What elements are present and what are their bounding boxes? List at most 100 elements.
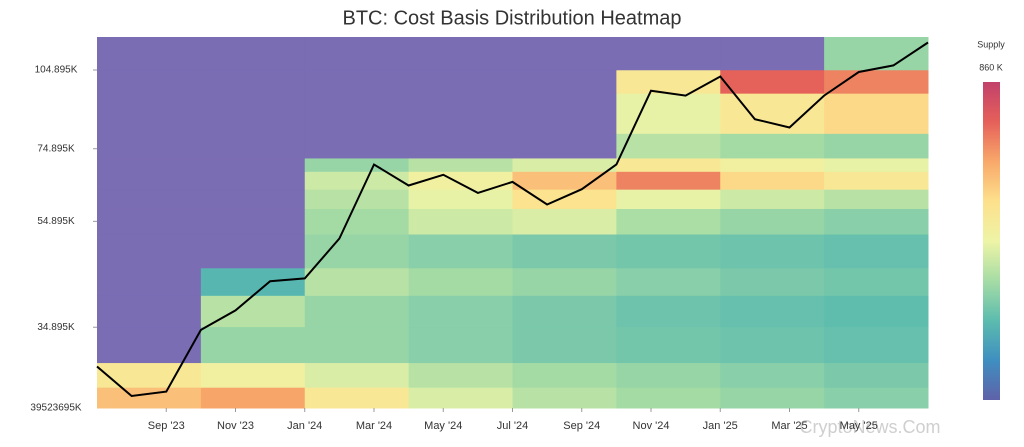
y-tick-label: 54.895K xyxy=(37,216,75,227)
heat-cell xyxy=(408,234,513,269)
heat-cell xyxy=(616,37,721,71)
heat-cell xyxy=(200,234,306,269)
x-tick-label: Jan '25 xyxy=(703,420,738,432)
x-tick-label: Jan '24 xyxy=(287,420,322,432)
heat-cell xyxy=(512,69,617,94)
x-tick-label: Nov '24 xyxy=(633,420,670,432)
heat-cell xyxy=(720,326,825,364)
heat-cell xyxy=(616,93,721,134)
price-line xyxy=(96,41,929,398)
heat-cell xyxy=(720,69,825,94)
heat-cell xyxy=(200,387,306,409)
heat-cell xyxy=(97,208,202,235)
heat-cell xyxy=(304,37,410,71)
heat-cell xyxy=(720,387,825,409)
heat-cell xyxy=(512,157,617,172)
y-tick-label: 34.895K xyxy=(37,322,75,333)
y-tick-label: 74.895K xyxy=(37,143,75,154)
heat-cell xyxy=(720,234,825,269)
heat-cell xyxy=(408,171,513,190)
heat-cell xyxy=(97,93,202,134)
heat-cell xyxy=(720,171,825,190)
heat-cell xyxy=(824,234,929,269)
x-tick-label: May '25 xyxy=(840,420,878,432)
heat-cell xyxy=(616,267,721,296)
heat-cell xyxy=(304,157,410,172)
heat-cell xyxy=(304,171,410,190)
heat-cell xyxy=(512,208,617,235)
heat-cell xyxy=(824,387,929,409)
heat-cell xyxy=(200,157,306,172)
x-tick-label: May '24 xyxy=(424,420,462,432)
heat-cell xyxy=(720,93,825,134)
heat-cell xyxy=(720,295,825,328)
heat-cell xyxy=(824,326,929,364)
heat-cell xyxy=(97,362,202,388)
heat-cell xyxy=(97,157,202,172)
heat-cell xyxy=(616,326,721,364)
heat-cell xyxy=(824,157,929,172)
heat-cell xyxy=(824,171,929,190)
heat-cell xyxy=(304,69,410,94)
heat-cell xyxy=(408,267,513,296)
heat-cell xyxy=(408,387,513,409)
heatmap xyxy=(97,37,929,409)
heat-cell xyxy=(304,362,410,388)
y-bottom-label: 39523695K xyxy=(30,403,81,414)
heat-cell xyxy=(97,326,202,364)
heat-cell xyxy=(200,37,306,71)
heat-cell xyxy=(200,133,306,159)
heat-cell xyxy=(824,69,929,94)
heat-cell xyxy=(720,208,825,235)
heat-cell xyxy=(304,208,410,235)
heat-cell xyxy=(408,362,513,388)
heat-cell xyxy=(616,69,721,94)
heat-cell xyxy=(824,362,929,388)
heat-cell xyxy=(720,362,825,388)
heat-cell xyxy=(304,133,410,159)
heat-cell xyxy=(200,189,306,209)
heat-cell xyxy=(512,93,617,134)
heat-cell xyxy=(97,171,202,190)
heat-cell xyxy=(824,189,929,209)
x-tick-label: Nov '23 xyxy=(217,420,254,432)
heat-cell xyxy=(97,267,202,296)
heat-cell xyxy=(616,208,721,235)
heat-cell xyxy=(616,133,721,159)
heat-cell xyxy=(408,208,513,235)
heat-cell xyxy=(616,295,721,328)
colorbar-title: Supply xyxy=(977,39,1005,49)
heat-cell xyxy=(512,362,617,388)
chart-title: BTC: Cost Basis Distribution Heatmap xyxy=(342,7,681,29)
heat-cell xyxy=(824,295,929,328)
heat-cell xyxy=(616,362,721,388)
heat-cell xyxy=(408,189,513,209)
heat-cell xyxy=(408,157,513,172)
x-tick-label: Mar '25 xyxy=(771,420,807,432)
heat-cell xyxy=(304,326,410,364)
heat-cell xyxy=(97,69,202,94)
heat-cell xyxy=(304,234,410,269)
heat-cell xyxy=(304,387,410,409)
heat-cell xyxy=(304,267,410,296)
heat-cell xyxy=(200,267,306,296)
y-tick-label: 104.895K xyxy=(35,65,78,76)
heat-cell xyxy=(616,189,721,209)
heat-cell xyxy=(200,362,306,388)
heat-cell xyxy=(512,37,617,71)
x-tick-label: Mar '24 xyxy=(356,420,392,432)
heat-cell xyxy=(720,267,825,296)
heat-cell xyxy=(304,295,410,328)
heat-cell xyxy=(720,157,825,172)
heat-cell xyxy=(200,326,306,364)
heat-cell xyxy=(200,69,306,94)
heat-cell xyxy=(408,295,513,328)
heat-cell xyxy=(512,189,617,209)
heat-cell xyxy=(824,267,929,296)
heat-cell xyxy=(824,133,929,159)
heat-cell xyxy=(616,387,721,409)
heat-cell xyxy=(408,93,513,134)
heat-cell xyxy=(720,189,825,209)
heat-cell xyxy=(512,234,617,269)
